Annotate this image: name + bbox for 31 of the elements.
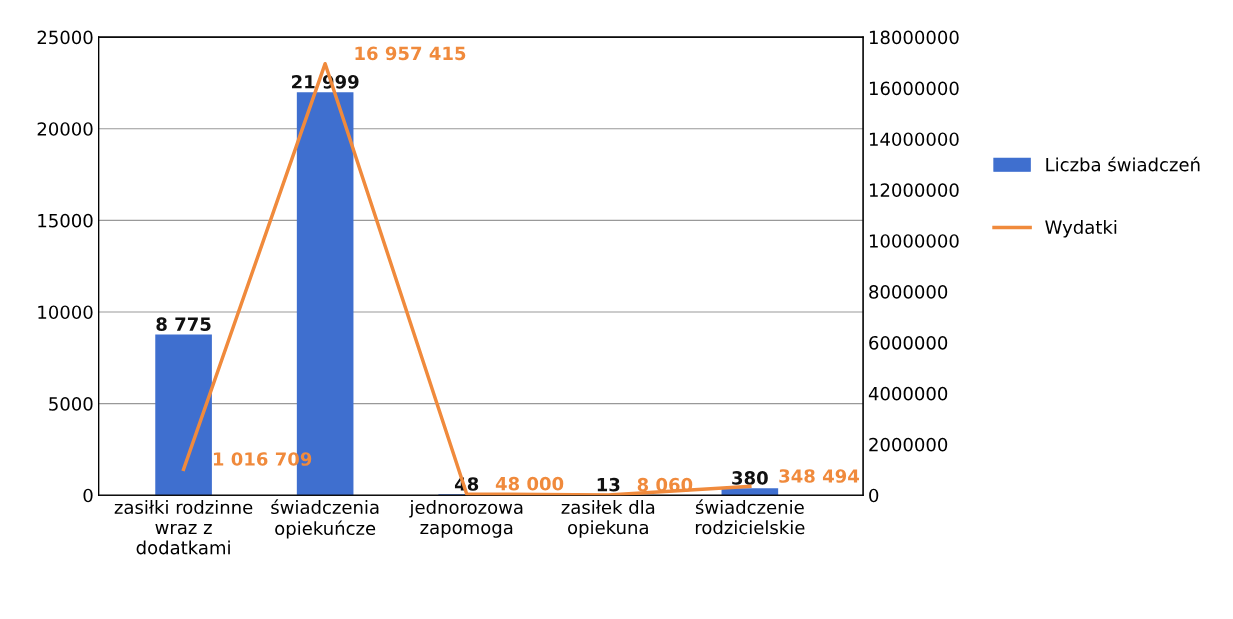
data-label: 16 957 415 bbox=[355, 46, 466, 61]
y-tick-label: 20000 bbox=[37, 122, 93, 136]
y2-tick-label: 2000000 bbox=[869, 437, 948, 452]
bar bbox=[721, 488, 779, 496]
data-label: 13 bbox=[597, 477, 620, 492]
y2-tick-label: 4000000 bbox=[868, 386, 948, 401]
x-tick-label: świadczenie rodzicielskie bbox=[695, 499, 805, 535]
y-tick-label: 10000 bbox=[38, 305, 93, 320]
data-label: 8 775 bbox=[156, 317, 211, 331]
y-tick-label: 0 bbox=[83, 488, 93, 503]
data-label: 48 000 bbox=[495, 476, 564, 491]
y-tick-label: 5000 bbox=[49, 397, 93, 411]
y2-tick-label: 14000000 bbox=[869, 132, 959, 147]
data-label: 380 bbox=[732, 471, 768, 485]
y2-tick-label: 6000000 bbox=[869, 335, 948, 350]
y2-tick-label: 12000000 bbox=[869, 183, 959, 197]
legend-label: Wydatki bbox=[1045, 220, 1117, 238]
x-tick-label: zasiłek dla opiekuna bbox=[561, 500, 655, 538]
legend-label: Liczba świadczeń bbox=[1046, 156, 1200, 172]
data-label: 348 494 bbox=[779, 469, 859, 483]
y2-tick-label: 18000000 bbox=[869, 30, 959, 45]
y-tick-label: 15000 bbox=[38, 213, 93, 228]
x-tick-label: świadczenia opiekuńcze bbox=[271, 499, 379, 539]
y2-tick-label: 0 bbox=[869, 488, 879, 503]
x-tick-label: jednorozowa zapomoga bbox=[409, 500, 523, 538]
y2-tick-label: 16000000 bbox=[869, 81, 959, 96]
y-tick-label: 25000 bbox=[37, 30, 93, 45]
y2-tick-label: 10000000 bbox=[869, 234, 959, 248]
bar bbox=[155, 334, 212, 496]
x-tick-label: zasiłki rodzinne wraz z dodatkami bbox=[114, 500, 253, 555]
y2-tick-label: 8000000 bbox=[869, 285, 948, 299]
